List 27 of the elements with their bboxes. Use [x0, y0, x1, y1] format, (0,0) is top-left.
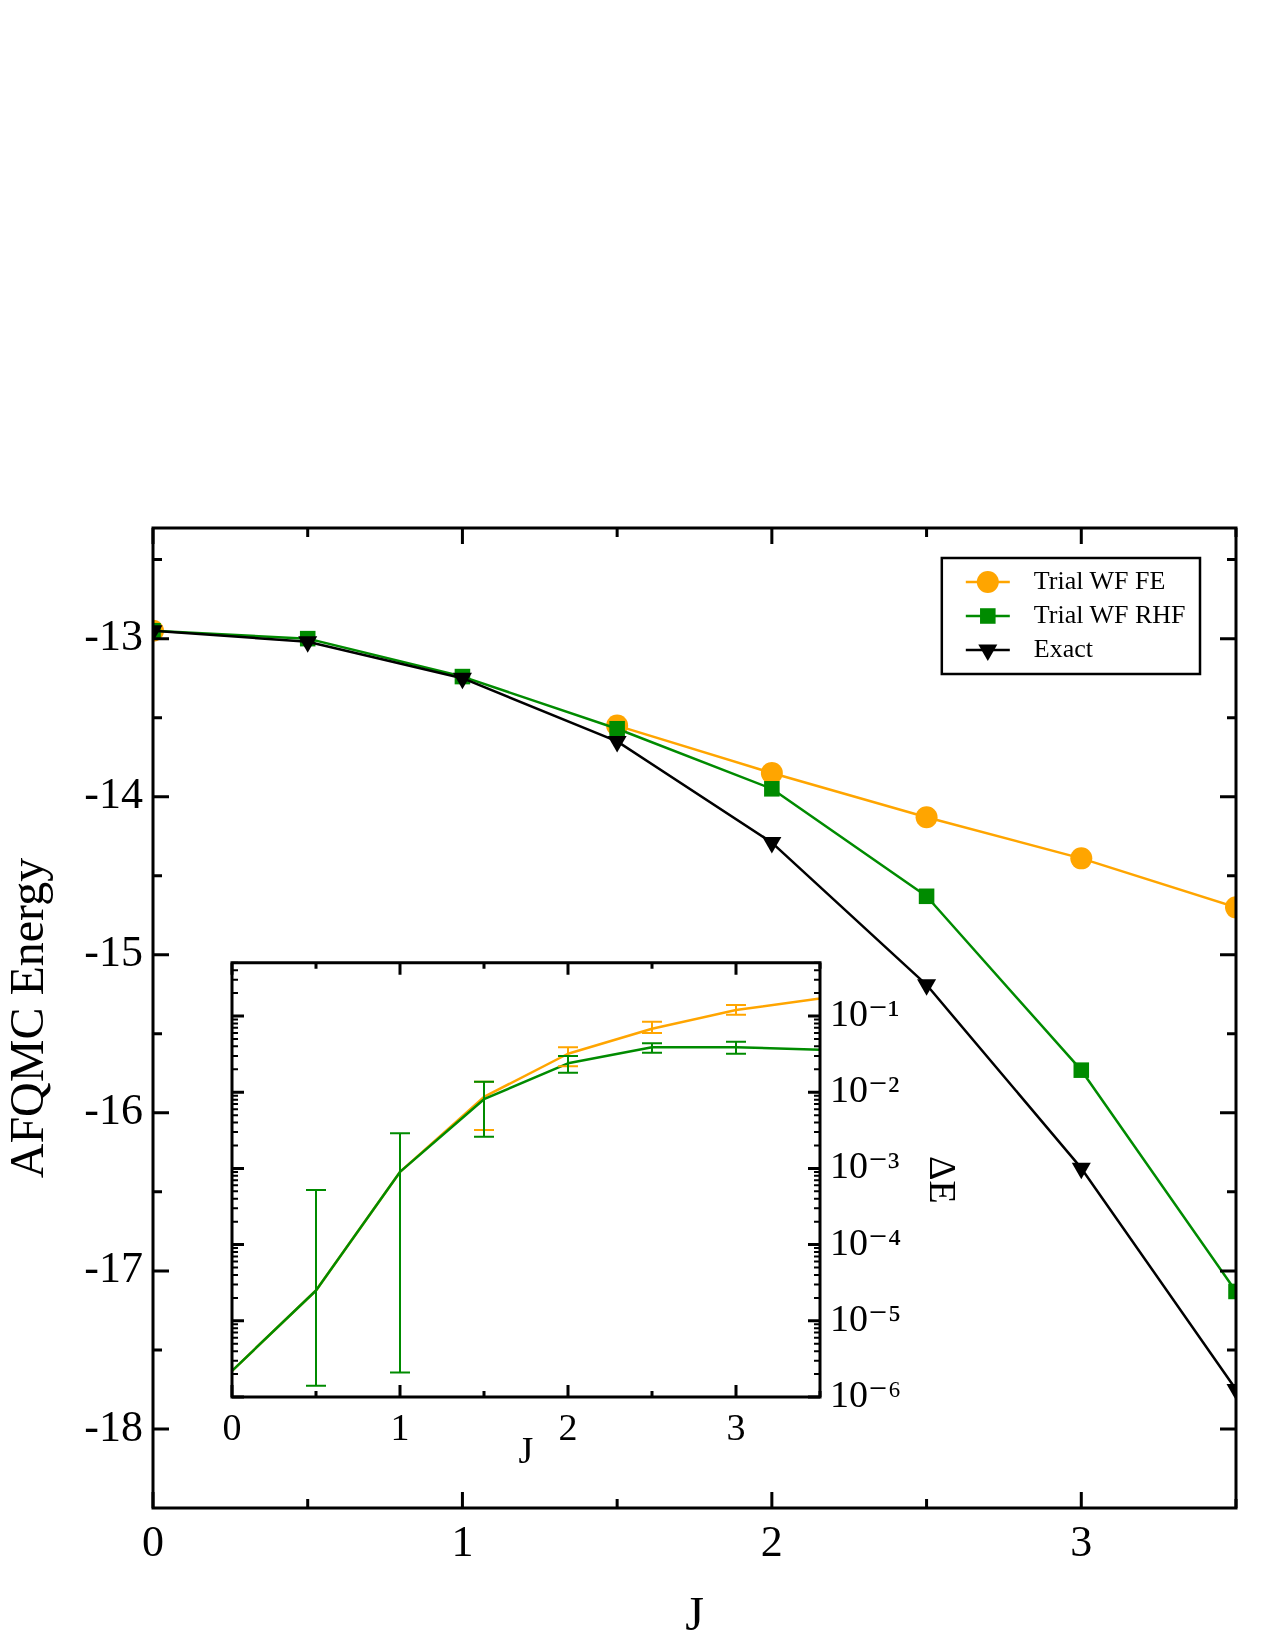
y-tick-label: -15 [84, 927, 143, 977]
y-axis-title: AFQMC Energy [0, 857, 54, 1179]
y-tick-label: 10⁻⁵ [830, 1296, 902, 1339]
y-tick-label: 10⁻⁴ [830, 1220, 902, 1263]
x-tick-label: 2 [760, 1516, 783, 1566]
y-tick-label: -18 [84, 1401, 143, 1451]
y-tick-label: -17 [84, 1243, 143, 1293]
y-tick-label: 10⁻⁶ [830, 1372, 902, 1415]
x-tick-label: 3 [1070, 1516, 1093, 1566]
x-tick-label: 0 [142, 1516, 164, 1566]
legend-label: Trial WF RHF [1033, 599, 1186, 629]
x-tick-label: 1 [390, 1405, 410, 1448]
x-tick-label: 3 [726, 1405, 746, 1448]
legend-label: Trial WF FE [1033, 565, 1166, 595]
y-axis-title: ΔE [922, 1156, 965, 1204]
x-tick-label: 2 [558, 1405, 578, 1448]
legend-label: Exact [1033, 633, 1094, 663]
x-tick-label: 0 [222, 1405, 242, 1448]
x-axis-title: J [518, 1429, 534, 1472]
x-axis-title: J [685, 1586, 704, 1640]
y-tick-label: -16 [84, 1085, 143, 1135]
y-tick-label: -14 [84, 769, 143, 819]
y-tick-label: -13 [84, 611, 143, 661]
y-tick-label: 10⁻¹ [830, 992, 900, 1035]
y-tick-label: 10⁻² [830, 1068, 900, 1111]
y-tick-label: 10⁻³ [830, 1144, 900, 1187]
x-tick-label: 1 [451, 1516, 474, 1566]
